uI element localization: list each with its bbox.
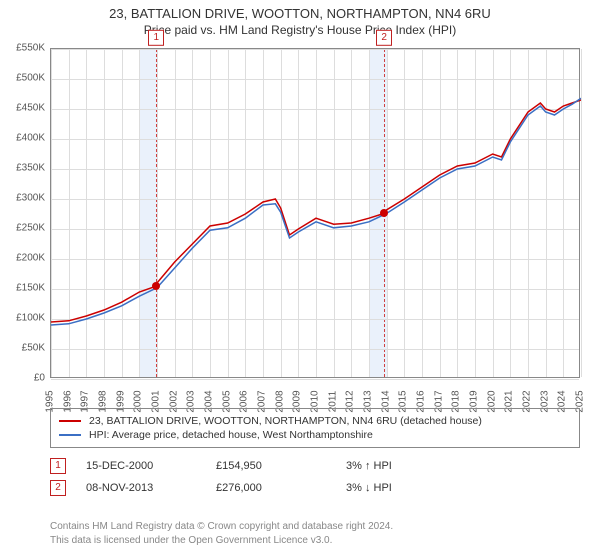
line-series — [51, 49, 581, 379]
sale-date-2: 08-NOV-2013 — [86, 482, 216, 494]
series-hpi — [51, 98, 581, 325]
y-axis-label: £350K — [16, 163, 45, 174]
y-axis-label: £100K — [16, 313, 45, 324]
y-axis-label: £250K — [16, 223, 45, 234]
y-axis-label: £500K — [16, 73, 45, 84]
y-axis-label: £550K — [16, 43, 45, 54]
title-sub: Price paid vs. HM Land Registry's House … — [0, 23, 600, 37]
y-axis-label: £0 — [34, 373, 45, 384]
sales-table: 1 15-DEC-2000 £154,950 3% ↑ HPI 2 08-NOV… — [50, 452, 580, 502]
chart: 12 £0£50K£100K£150K£200K£250K£300K£350K£… — [50, 48, 580, 378]
y-axis-label: £150K — [16, 283, 45, 294]
sale-row-2: 2 08-NOV-2013 £276,000 3% ↓ HPI — [50, 480, 580, 496]
y-axis-label: £200K — [16, 253, 45, 264]
page: 23, BATTALION DRIVE, WOOTTON, NORTHAMPTO… — [0, 0, 600, 560]
sale-delta-2: 3% ↓ HPI — [346, 482, 476, 494]
y-axis-label: £400K — [16, 133, 45, 144]
y-axis-label: £300K — [16, 193, 45, 204]
legend-swatch-hpi — [59, 434, 81, 436]
sale-price-2: £276,000 — [216, 482, 346, 494]
sale-marker-tag: 2 — [376, 30, 392, 46]
legend-label-hpi: HPI: Average price, detached house, West… — [89, 429, 373, 441]
legend-row-property: 23, BATTALION DRIVE, WOOTTON, NORTHAMPTO… — [59, 415, 571, 427]
sale-row-1: 1 15-DEC-2000 £154,950 3% ↑ HPI — [50, 458, 580, 474]
title-block: 23, BATTALION DRIVE, WOOTTON, NORTHAMPTO… — [0, 0, 600, 37]
legend-row-hpi: HPI: Average price, detached house, West… — [59, 429, 571, 441]
legend-label-property: 23, BATTALION DRIVE, WOOTTON, NORTHAMPTO… — [89, 415, 482, 427]
series-property — [51, 100, 581, 322]
sale-point-dot — [152, 282, 160, 290]
sale-marker-2: 2 — [50, 480, 66, 496]
legend: 23, BATTALION DRIVE, WOOTTON, NORTHAMPTO… — [50, 408, 580, 448]
legend-swatch-property — [59, 420, 81, 422]
ogl-line2: This data is licensed under the Open Gov… — [50, 534, 580, 548]
y-axis-label: £450K — [16, 103, 45, 114]
sale-point-dot — [380, 209, 388, 217]
sale-marker-tag: 1 — [148, 30, 164, 46]
sale-price-1: £154,950 — [216, 460, 346, 472]
sale-delta-1: 3% ↑ HPI — [346, 460, 476, 472]
title-main: 23, BATTALION DRIVE, WOOTTON, NORTHAMPTO… — [0, 6, 600, 21]
ogl-line1: Contains HM Land Registry data © Crown c… — [50, 520, 580, 534]
ogl-footer: Contains HM Land Registry data © Crown c… — [50, 520, 580, 547]
sale-marker-1: 1 — [50, 458, 66, 474]
sale-date-1: 15-DEC-2000 — [86, 460, 216, 472]
y-axis-label: £50K — [22, 343, 45, 354]
plot-area: 12 — [50, 48, 580, 378]
